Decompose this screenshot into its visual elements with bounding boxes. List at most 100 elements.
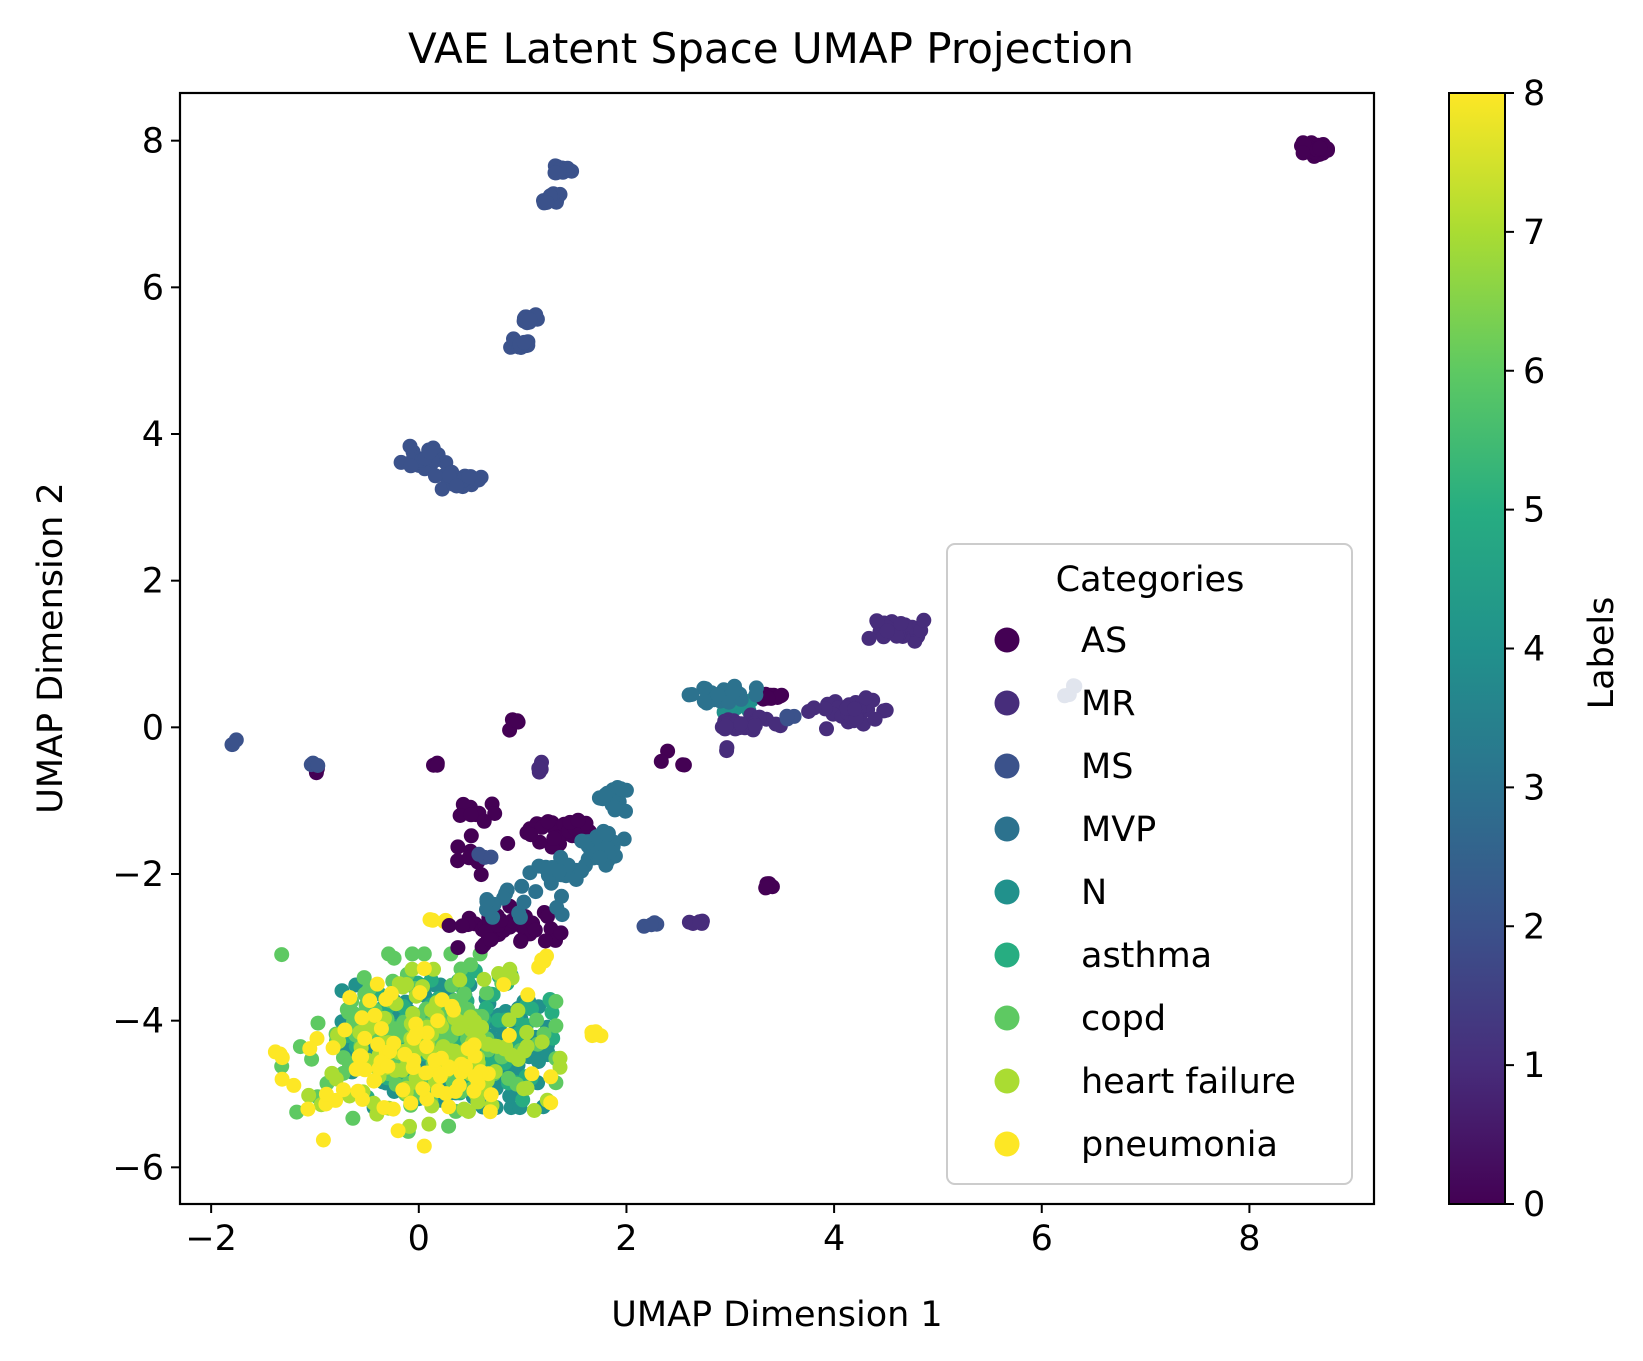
data-point <box>546 830 562 846</box>
data-point <box>523 827 539 843</box>
data-point <box>454 918 470 934</box>
data-point <box>916 612 932 628</box>
data-point <box>772 688 788 704</box>
y-axis-ticks: −6 −4 −2 0 2 4 6 8 <box>112 122 180 1188</box>
data-point <box>418 1065 434 1081</box>
colorbar-tick-label: 3 <box>1523 768 1545 808</box>
data-point <box>616 831 632 847</box>
data-point <box>607 802 623 818</box>
data-point <box>483 932 499 948</box>
x-tick-label: 2 <box>615 1219 637 1259</box>
data-point <box>501 1027 517 1043</box>
data-point <box>357 1062 373 1078</box>
legend-label: MS <box>1081 747 1133 787</box>
data-point <box>747 718 763 734</box>
data-point <box>427 468 443 484</box>
data-point <box>300 1101 316 1117</box>
series-mr <box>531 612 932 931</box>
data-point <box>390 1123 406 1139</box>
x-tick-label: −2 <box>185 1219 237 1259</box>
data-point <box>653 753 669 769</box>
data-point <box>524 1066 540 1082</box>
legend-marker <box>994 816 1020 842</box>
data-point <box>228 732 244 748</box>
data-point <box>858 690 874 706</box>
data-point <box>399 977 414 992</box>
y-tick-label: 2 <box>142 562 164 602</box>
legend-label: AS <box>1081 621 1127 661</box>
data-point <box>718 718 734 734</box>
data-point <box>519 1024 535 1040</box>
data-point <box>325 1040 341 1056</box>
data-point <box>509 713 525 729</box>
legend-label: MR <box>1081 684 1136 724</box>
colorbar-tick-label: 8 <box>1523 74 1545 114</box>
legend-marker <box>994 1068 1020 1094</box>
data-point <box>554 888 569 904</box>
colorbar-tick-label: 1 <box>1523 1046 1545 1086</box>
data-point <box>502 1088 518 1104</box>
data-point <box>513 933 529 949</box>
data-point <box>318 1086 334 1102</box>
data-point <box>380 1058 396 1074</box>
data-point <box>516 334 532 350</box>
data-point <box>531 760 547 776</box>
colorbar-ticks: 0 1 2 3 4 5 6 7 8 <box>1505 74 1545 1225</box>
data-point <box>483 1087 499 1103</box>
data-point <box>433 1050 449 1066</box>
data-point <box>315 1132 331 1148</box>
data-point <box>324 1065 340 1081</box>
legend-label: pneumonia <box>1081 1125 1278 1165</box>
data-point <box>878 702 894 718</box>
data-point <box>531 858 547 874</box>
data-point <box>768 716 784 732</box>
data-point <box>1312 140 1328 156</box>
data-point <box>367 1073 383 1089</box>
data-point <box>403 458 419 474</box>
data-point <box>548 994 564 1009</box>
data-point <box>450 940 466 956</box>
data-point <box>473 469 489 485</box>
data-point <box>388 1023 404 1039</box>
data-point <box>395 1082 411 1098</box>
y-tick-label: 4 <box>142 415 164 455</box>
data-point <box>409 1026 424 1042</box>
series-pneumonia <box>267 912 609 1154</box>
data-point <box>402 1118 417 1134</box>
data-point <box>553 925 569 941</box>
data-point <box>310 1015 326 1031</box>
y-tick-label: 8 <box>142 122 164 162</box>
legend-marker <box>994 690 1020 716</box>
data-point <box>552 1050 568 1066</box>
data-point <box>430 1013 446 1029</box>
data-point <box>301 1087 317 1103</box>
data-point <box>748 687 764 703</box>
data-point <box>613 781 629 797</box>
legend-marker <box>994 627 1020 653</box>
data-point <box>527 922 543 938</box>
data-point <box>452 808 468 823</box>
data-point <box>286 1077 302 1093</box>
colorbar-tick-label: 5 <box>1523 491 1545 531</box>
data-point <box>463 807 479 823</box>
data-point <box>529 1012 545 1028</box>
data-point <box>719 740 735 756</box>
data-point <box>335 1082 351 1098</box>
data-point <box>467 1069 483 1084</box>
data-point <box>274 1071 290 1087</box>
colorbar-gradient <box>1448 92 1506 1205</box>
data-point <box>429 757 445 773</box>
data-point <box>490 1012 506 1028</box>
data-point <box>725 685 741 700</box>
data-point <box>526 1103 542 1118</box>
data-point <box>412 985 428 1001</box>
data-point <box>512 909 528 925</box>
chart-title: VAE Latent Space UMAP Projection <box>408 24 1134 73</box>
legend-marker <box>994 753 1020 779</box>
data-point <box>432 1068 448 1084</box>
data-point <box>599 827 615 842</box>
data-point <box>342 990 358 1006</box>
data-point <box>483 849 499 865</box>
